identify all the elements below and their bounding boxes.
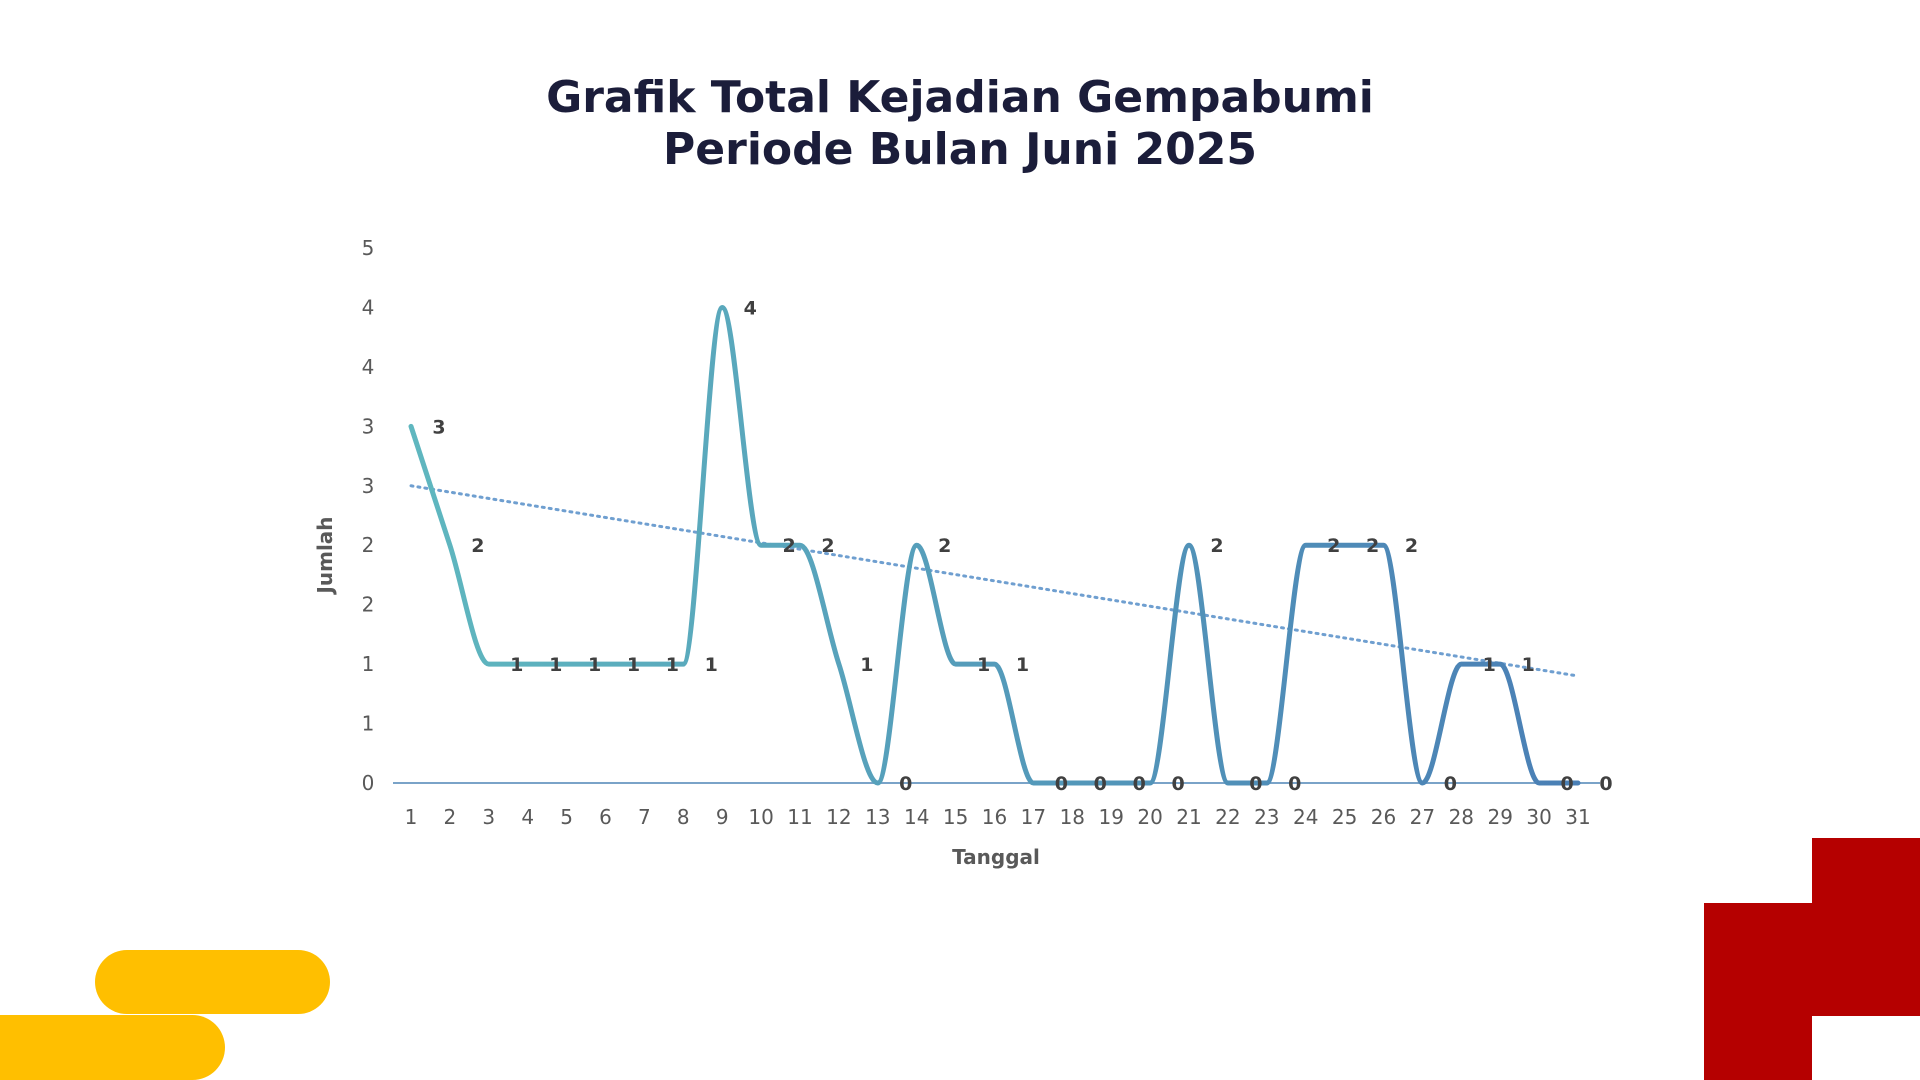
data-label: 0 bbox=[1288, 773, 1301, 795]
data-label: 2 bbox=[782, 535, 795, 557]
x-tick-label: 5 bbox=[560, 805, 573, 829]
data-label: 3 bbox=[432, 416, 445, 438]
x-tick-label: 9 bbox=[716, 805, 729, 829]
y-tick-label: 3 bbox=[362, 414, 375, 438]
data-label: 1 bbox=[1016, 654, 1029, 676]
data-label: 1 bbox=[977, 654, 990, 676]
chart-title-line-1: Grafik Total Kejadian Gempabumi bbox=[546, 72, 1374, 123]
data-label: 1 bbox=[627, 654, 640, 676]
x-tick-label: 13 bbox=[865, 805, 890, 829]
data-label: 2 bbox=[1327, 535, 1340, 557]
data-label: 0 bbox=[899, 773, 912, 795]
x-tick-label: 14 bbox=[904, 805, 929, 829]
y-tick-label: 4 bbox=[362, 295, 375, 319]
x-tick-label: 29 bbox=[1487, 805, 1512, 829]
x-tick-label: 4 bbox=[521, 805, 534, 829]
x-tick-label: 11 bbox=[787, 805, 812, 829]
data-label: 0 bbox=[1171, 773, 1184, 795]
data-label: 1 bbox=[588, 654, 601, 676]
data-label: 2 bbox=[471, 535, 484, 557]
x-tick-label: 31 bbox=[1565, 805, 1590, 829]
data-label: 0 bbox=[1560, 773, 1573, 795]
y-axis-title: Jumlah bbox=[313, 516, 337, 595]
data-label: 0 bbox=[1055, 773, 1068, 795]
y-tick-label: 1 bbox=[362, 712, 375, 736]
chart-title-line-2: Periode Bulan Juni 2025 bbox=[663, 124, 1257, 175]
data-label: 1 bbox=[860, 654, 873, 676]
x-tick-label: 24 bbox=[1293, 805, 1318, 829]
x-tick-label: 26 bbox=[1371, 805, 1396, 829]
data-label: 4 bbox=[744, 297, 757, 319]
x-tick-label: 10 bbox=[748, 805, 773, 829]
data-label: 1 bbox=[666, 654, 679, 676]
x-tick-label: 22 bbox=[1215, 805, 1240, 829]
x-tick-label: 20 bbox=[1137, 805, 1162, 829]
data-label: 0 bbox=[1133, 773, 1146, 795]
x-tick-label: 3 bbox=[482, 805, 495, 829]
data-label: 2 bbox=[821, 535, 834, 557]
data-label: 1 bbox=[549, 654, 562, 676]
data-label: 1 bbox=[1522, 654, 1535, 676]
data-label: 1 bbox=[510, 654, 523, 676]
x-tick-label: 8 bbox=[677, 805, 690, 829]
data-label: 0 bbox=[1444, 773, 1457, 795]
data-label: 2 bbox=[1210, 535, 1223, 557]
data-label: 0 bbox=[1094, 773, 1107, 795]
data-label: 0 bbox=[1599, 773, 1612, 795]
y-tick-label: 2 bbox=[362, 593, 375, 617]
x-tick-label: 16 bbox=[982, 805, 1007, 829]
y-tick-label: 5 bbox=[362, 236, 375, 260]
trendline bbox=[409, 484, 1580, 678]
x-tick-label: 15 bbox=[943, 805, 968, 829]
y-tick-label: 1 bbox=[362, 652, 375, 676]
x-tick-label: 7 bbox=[638, 805, 651, 829]
data-label: 2 bbox=[1366, 535, 1379, 557]
data-label: 1 bbox=[1483, 654, 1496, 676]
y-tick-label: 0 bbox=[362, 771, 375, 795]
data-label: 1 bbox=[705, 654, 718, 676]
x-tick-label: 1 bbox=[405, 805, 418, 829]
y-tick-label: 4 bbox=[362, 355, 375, 379]
x-tick-label: 2 bbox=[444, 805, 457, 829]
data-label: 2 bbox=[938, 535, 951, 557]
yellow-pill-decoration bbox=[0, 1015, 225, 1080]
data-label: 0 bbox=[1249, 773, 1262, 795]
chart-title: Grafik Total Kejadian Gempabumi Periode … bbox=[0, 72, 1920, 176]
x-tick-label: 19 bbox=[1098, 805, 1123, 829]
data-label: 2 bbox=[1405, 535, 1418, 557]
x-tick-label: 12 bbox=[826, 805, 851, 829]
x-tick-label: 18 bbox=[1060, 805, 1085, 829]
yellow-pill-decoration bbox=[95, 950, 330, 1014]
red-block-decoration bbox=[1704, 903, 1812, 1080]
x-tick-label: 28 bbox=[1449, 805, 1474, 829]
x-tick-label: 25 bbox=[1332, 805, 1357, 829]
x-tick-label: 27 bbox=[1410, 805, 1435, 829]
x-tick-label: 21 bbox=[1176, 805, 1201, 829]
x-tick-label: 23 bbox=[1254, 805, 1279, 829]
y-tick-label: 2 bbox=[362, 533, 375, 557]
x-tick-label: 6 bbox=[599, 805, 612, 829]
y-tick-label: 3 bbox=[362, 474, 375, 498]
red-block-decoration bbox=[1812, 838, 1920, 1016]
x-axis-title: Tanggal bbox=[952, 845, 1040, 869]
x-tick-label: 17 bbox=[1021, 805, 1046, 829]
x-tick-label: 30 bbox=[1526, 805, 1551, 829]
series-line bbox=[408, 304, 1581, 786]
